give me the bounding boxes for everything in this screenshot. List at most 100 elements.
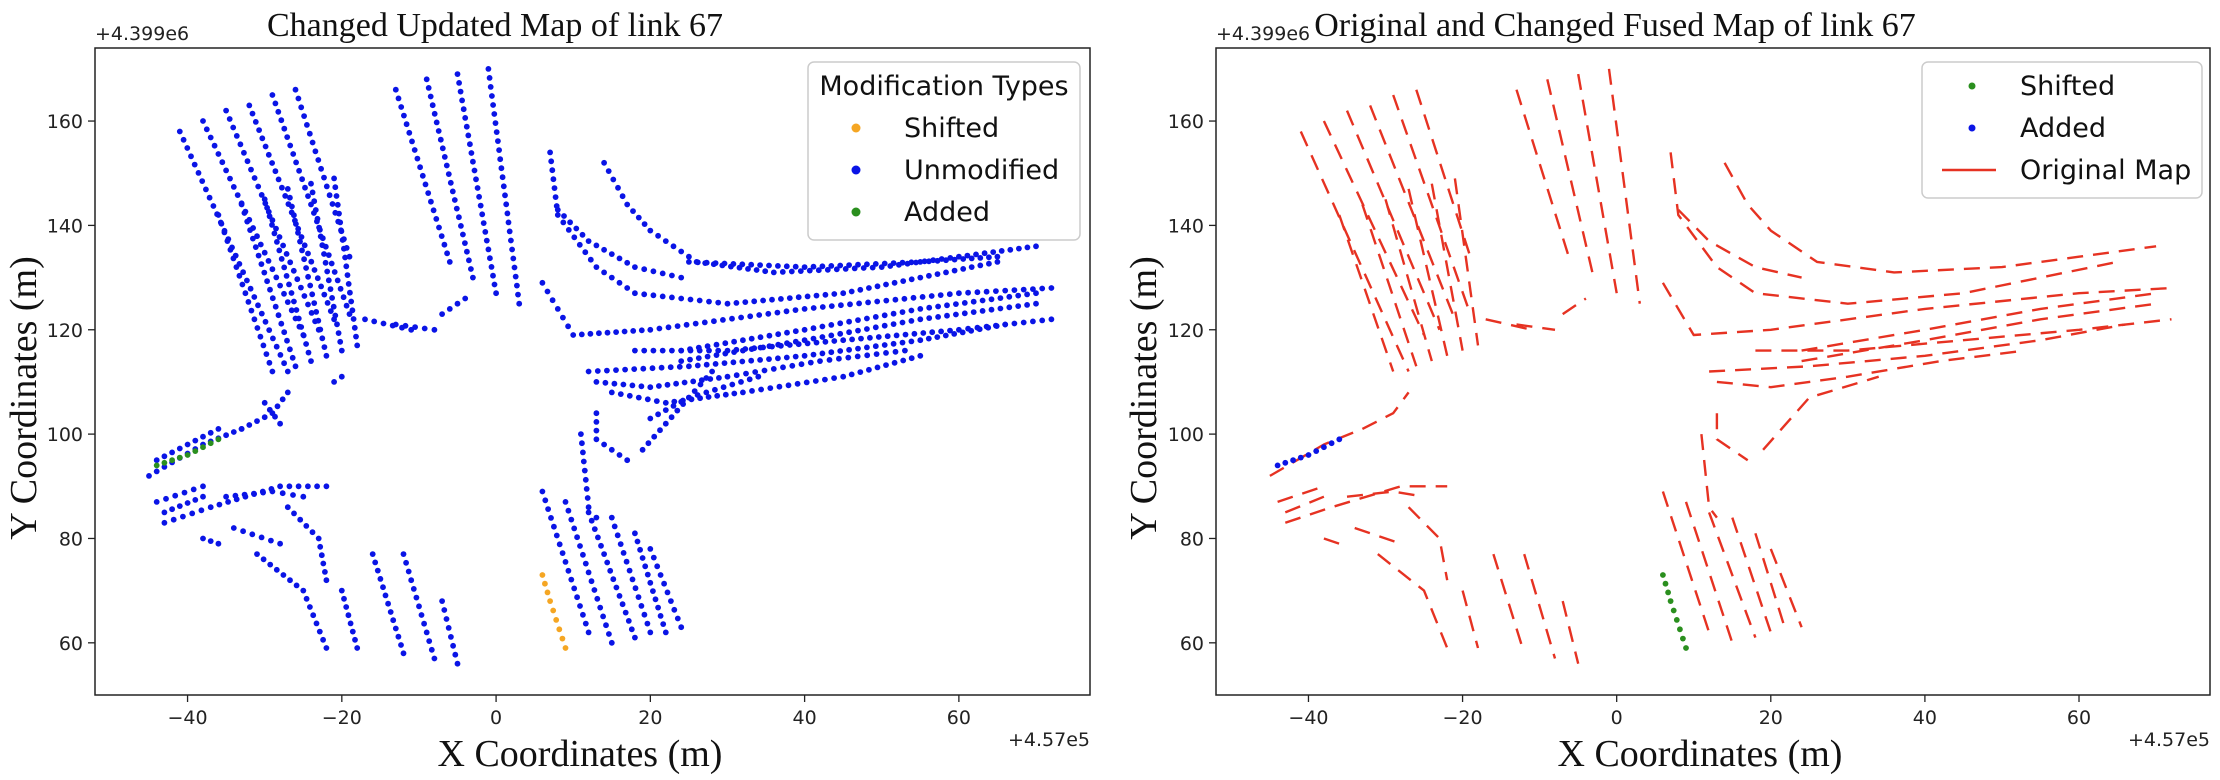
data-point — [567, 219, 573, 226]
series-line — [1299, 131, 1410, 372]
data-point — [758, 386, 764, 393]
data-point — [703, 389, 710, 396]
data-point — [617, 541, 624, 547]
data-point — [831, 338, 838, 344]
data-point — [656, 325, 663, 332]
data-point — [637, 546, 643, 553]
data-point — [1015, 292, 1022, 299]
data-point — [774, 309, 781, 316]
data-point — [450, 642, 456, 649]
series-line — [1523, 553, 1557, 659]
data-point — [273, 274, 280, 281]
data-point — [207, 504, 214, 511]
data-point — [593, 410, 600, 417]
data-point — [1024, 244, 1031, 251]
series-line — [1415, 89, 1472, 258]
data-point — [260, 342, 267, 349]
data-point — [856, 300, 862, 307]
data-point — [767, 385, 774, 391]
data-point — [550, 607, 557, 614]
plot-data — [146, 66, 1055, 667]
data-point — [994, 253, 1001, 260]
data-point — [392, 86, 399, 93]
data-point — [647, 629, 654, 636]
data-point — [270, 335, 276, 342]
series-line — [1801, 302, 2157, 363]
data-point — [326, 192, 333, 199]
data-point — [993, 288, 999, 294]
data-point — [261, 196, 268, 203]
series-1 — [539, 572, 569, 651]
data-point — [279, 184, 285, 191]
data-point — [632, 585, 639, 592]
data-point — [855, 261, 861, 268]
data-point — [190, 486, 197, 493]
data-point — [866, 285, 872, 291]
data-point — [476, 193, 482, 200]
data-point — [215, 436, 222, 443]
data-point — [711, 318, 717, 325]
data-point — [452, 651, 459, 658]
data-point — [585, 238, 592, 245]
data-point — [724, 300, 731, 307]
data-point — [554, 212, 561, 218]
data-point — [544, 288, 551, 295]
data-point — [900, 278, 907, 284]
data-point — [313, 620, 320, 627]
series-line — [1485, 318, 1533, 331]
data-point — [1033, 290, 1039, 297]
data-point — [847, 301, 853, 308]
data-point — [691, 388, 698, 394]
data-point — [547, 598, 553, 604]
data-point — [976, 326, 983, 333]
data-point — [490, 272, 496, 279]
data-point — [408, 577, 415, 584]
data-point — [738, 379, 744, 385]
y-tick-label: 160 — [47, 111, 83, 133]
data-point — [883, 350, 889, 356]
data-point — [785, 382, 792, 389]
data-point — [240, 528, 247, 535]
data-point — [1011, 320, 1018, 327]
data-point — [673, 380, 679, 387]
data-point — [604, 329, 611, 336]
data-point — [884, 333, 891, 340]
data-point — [828, 322, 835, 328]
data-point — [242, 290, 249, 297]
series-line — [1377, 553, 1449, 649]
legend: Modification Types Shifted Unmodified Ad… — [807, 61, 1081, 241]
data-point — [421, 325, 428, 332]
data-point — [400, 551, 407, 557]
data-point — [824, 266, 831, 273]
data-point — [792, 353, 799, 360]
data-point — [565, 507, 572, 514]
data-point — [561, 213, 567, 219]
data-point — [276, 247, 283, 254]
data-point — [265, 151, 272, 158]
data-point — [248, 166, 254, 173]
data-point — [576, 241, 583, 248]
data-point — [629, 382, 636, 389]
data-point — [828, 349, 835, 356]
data-point — [504, 210, 511, 217]
data-point — [692, 320, 699, 327]
data-point — [783, 263, 790, 270]
data-point — [269, 160, 275, 166]
legend-label-shifted: Shifted — [2020, 71, 2115, 102]
data-point — [225, 499, 232, 505]
y-offset-label: +4.399e6 — [1216, 23, 1310, 45]
series-line — [1284, 485, 1448, 524]
series-line — [1516, 323, 1556, 331]
data-point — [715, 347, 722, 354]
data-point — [284, 134, 291, 141]
data-point — [423, 76, 430, 83]
data-point — [616, 593, 623, 599]
x-offset-label: +4.57e5 — [2128, 729, 2210, 751]
data-point — [192, 497, 199, 503]
series-0 — [1269, 68, 2172, 664]
data-point — [819, 304, 826, 310]
data-point — [582, 476, 589, 483]
data-point — [280, 242, 286, 249]
data-point — [221, 229, 228, 236]
data-point — [1660, 572, 1666, 578]
